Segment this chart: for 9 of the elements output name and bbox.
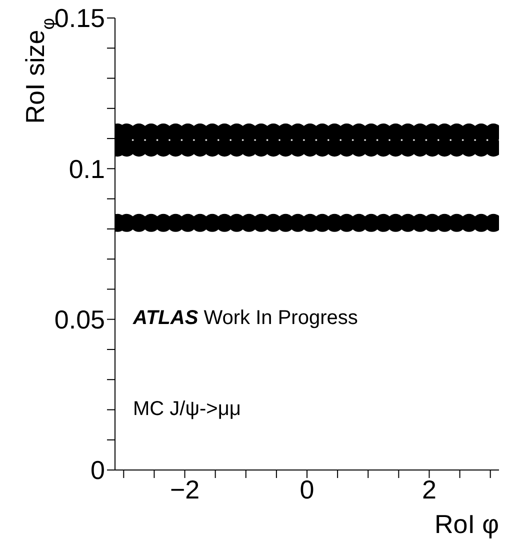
x-tick-label: 2 [422, 474, 436, 504]
x-tick-label: 0 [300, 474, 314, 504]
annotation: MC J/ψ->μμ [133, 398, 241, 420]
x-tick-label: −2 [170, 474, 200, 504]
annotation: ATLAS Work In Progress [133, 307, 358, 330]
y-tick-label: 0.05 [54, 304, 105, 335]
y-tick-label: 0 [90, 455, 105, 486]
x-axis-title: RoI φ [434, 509, 499, 539]
y-tick-label: 0.1 [68, 154, 105, 184]
